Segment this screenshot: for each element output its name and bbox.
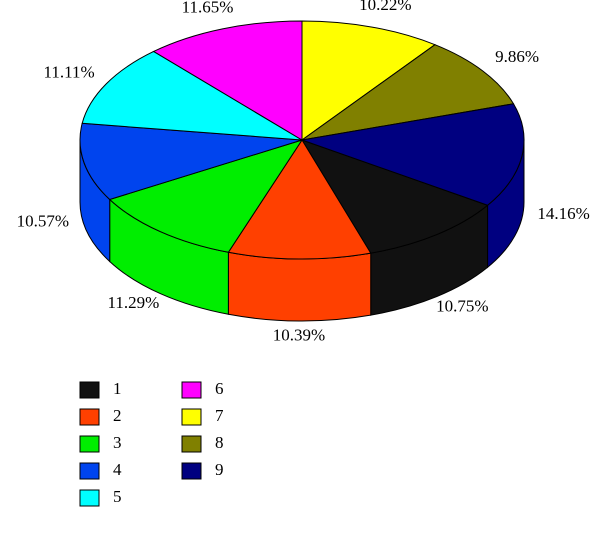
slice [300, 139, 489, 254]
legend-swatch [181, 408, 202, 426]
legend-swatch [79, 435, 100, 453]
data-label: 9.86% [495, 47, 539, 66]
data-label: 10.39% [273, 326, 325, 345]
legend-swatch [181, 435, 202, 453]
legend-swatch [79, 489, 100, 507]
legend-label: 6 [215, 379, 224, 398]
data-label: 10.75% [436, 297, 488, 316]
slice-side [227, 251, 372, 322]
slice [300, 103, 525, 206]
data-label: 10.57% [17, 212, 69, 231]
legend-label: 5 [113, 487, 122, 506]
legend-swatch [181, 462, 202, 480]
slice [152, 20, 303, 141]
legend-label: 8 [215, 433, 224, 452]
legend-label: 3 [113, 433, 122, 452]
legend-swatch [181, 381, 202, 399]
legend-swatch [79, 408, 100, 426]
legend-label: 9 [215, 460, 224, 479]
slice [81, 50, 303, 141]
data-label: 11.65% [182, 0, 234, 16]
legend-label: 7 [215, 406, 224, 425]
legend-label: 4 [113, 460, 122, 479]
legend-swatch [79, 462, 100, 480]
slice [108, 139, 304, 253]
legend-label: 2 [113, 406, 122, 425]
slice [301, 44, 515, 141]
data-label: 10.22% [359, 0, 411, 14]
legend-swatch [79, 381, 100, 399]
data-label: 11.29% [108, 293, 160, 312]
data-label: 11.11% [43, 63, 94, 82]
slice [227, 139, 372, 260]
data-label: 14.16% [537, 204, 589, 223]
slice [301, 20, 436, 141]
legend-label: 1 [113, 379, 122, 398]
slice [79, 122, 303, 201]
